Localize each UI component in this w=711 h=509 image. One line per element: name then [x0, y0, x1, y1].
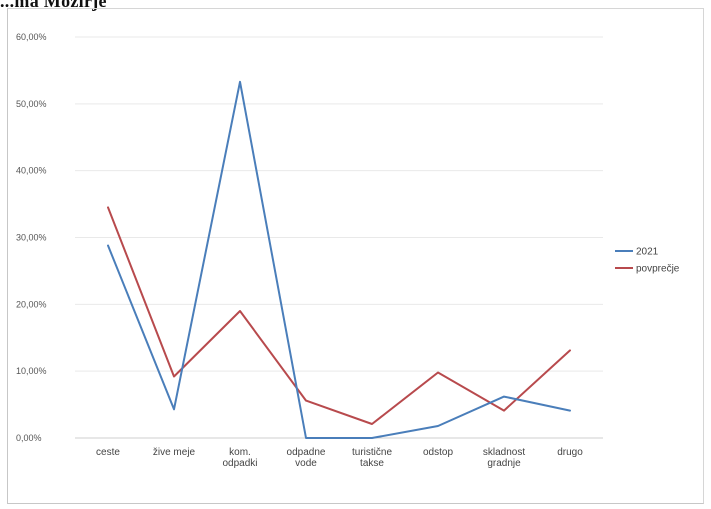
series-line-povprečje	[107, 206, 571, 425]
x-category-label-line: odpadki	[222, 458, 257, 469]
x-category-label: skladnost gradnje	[483, 447, 525, 469]
legend: 2021 povprečje	[615, 247, 680, 275]
legend-label: povprečje	[636, 264, 680, 275]
x-category-label: drugo	[557, 447, 583, 458]
y-tick-label: 0,00%	[16, 433, 42, 443]
line-chart: 0,00% 10,00% 20,00% 30,00% 40,00% 50,00% 60,00…	[16, 32, 680, 469]
y-tick-label: 30,00%	[16, 233, 47, 243]
x-category-label: ceste	[96, 447, 120, 458]
x-category-label-line: vode	[295, 458, 317, 469]
x-category-label-line: žive meje	[153, 447, 196, 458]
x-category-label-line: kom.	[229, 447, 251, 458]
y-tick-label: 10,00%	[16, 366, 47, 376]
x-category-label-line: gradnje	[487, 458, 521, 469]
x-category-label-line: drugo	[557, 447, 583, 458]
x-category-label: kom. odpadki	[222, 447, 257, 469]
x-category-label: turistične takse	[352, 447, 392, 469]
y-tick-label: 40,00%	[16, 166, 47, 176]
x-category-label: odpadne vode	[287, 447, 326, 469]
chart-frame: 0,00% 10,00% 20,00% 30,00% 40,00% 50,00% 60,00…	[7, 8, 704, 504]
y-tick-label: 20,00%	[16, 299, 47, 309]
series-lines	[107, 80, 571, 439]
y-tick-label: 50,00%	[16, 99, 47, 109]
legend-label: 2021	[636, 247, 659, 258]
x-category-label-line: odpadne	[287, 447, 326, 458]
x-category-label: žive meje	[153, 447, 196, 458]
y-tick-label: 60,00%	[16, 32, 47, 42]
y-axis-tick-labels: 0,00% 10,00% 20,00% 30,00% 40,00% 50,00% 60,00…	[16, 32, 47, 443]
x-axis-category-labels: ceste žive meje kom. odpadki odpadne vode turi…	[96, 447, 583, 469]
x-category-label: odstop	[423, 447, 453, 458]
x-category-label-line: turistične	[352, 447, 392, 458]
x-category-label-line: ceste	[96, 447, 120, 458]
x-category-label-line: odstop	[423, 447, 453, 458]
page-header-text: ...ma Mozirje	[0, 0, 107, 11]
x-category-label-line: skladnost	[483, 447, 525, 458]
grid-lines	[75, 36, 603, 372]
series-line-2021	[107, 80, 571, 439]
x-category-label-line: takse	[360, 458, 384, 469]
